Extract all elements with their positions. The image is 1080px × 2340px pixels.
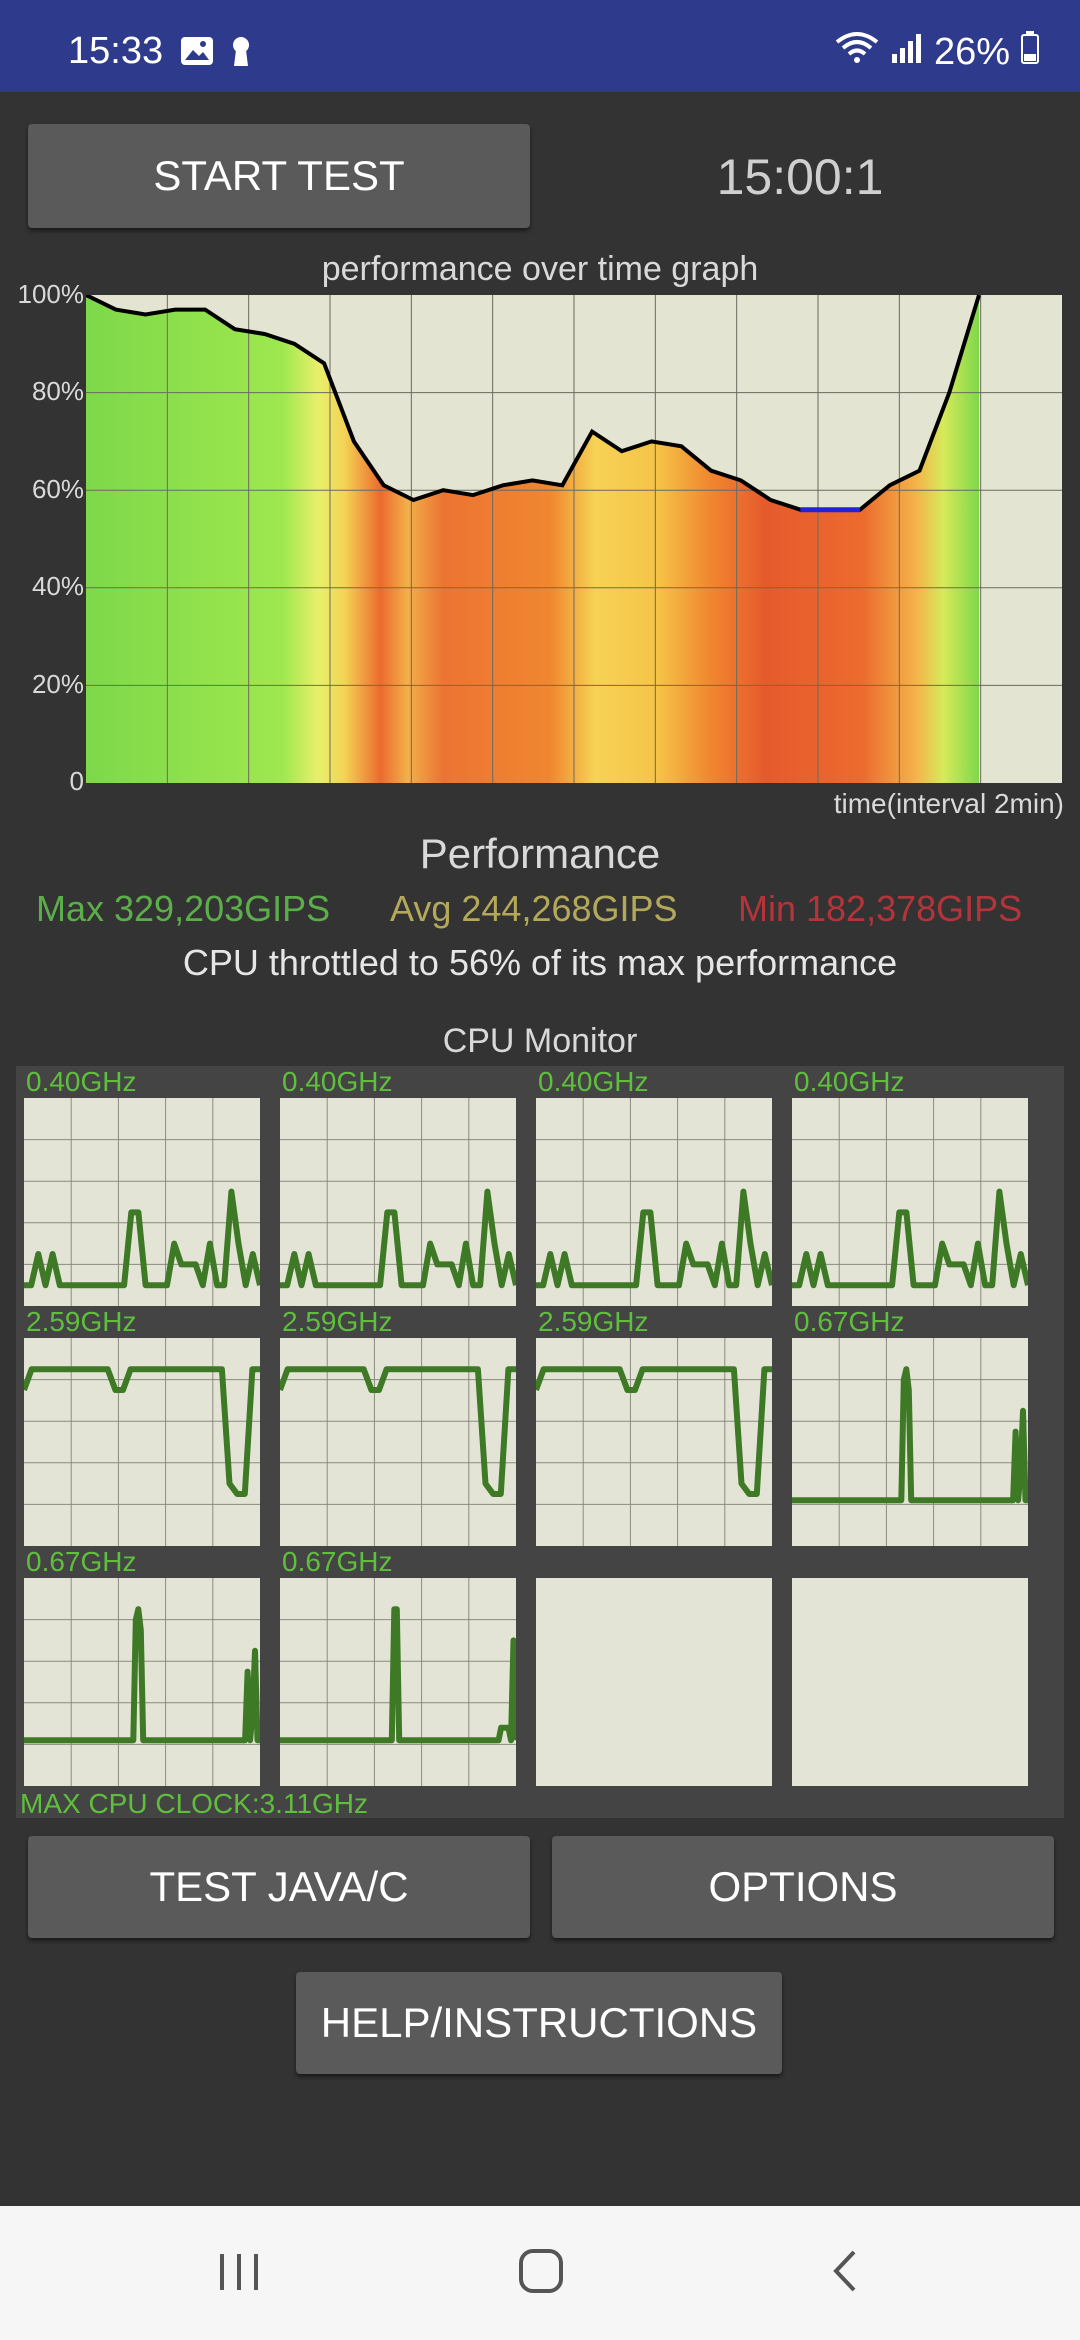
min-performance: Min 182,378GIPS: [738, 888, 1023, 929]
cpu-core-8: 0.67GHz: [792, 1306, 1028, 1546]
core-activity-line: [280, 1366, 516, 1497]
cpu-core-3: 0.40GHz: [536, 1066, 772, 1306]
cpu-core-12: [792, 1546, 1028, 1786]
y-tick-0: 0: [69, 766, 84, 796]
performance-heading: Performance: [419, 830, 661, 877]
core-activity-line: [24, 1188, 260, 1289]
cpu-core-5: 2.59GHz: [24, 1306, 260, 1546]
cpu-core-11: [536, 1546, 772, 1786]
core-frequency: 0.40GHz: [26, 1066, 137, 1097]
cpu-core-10: 0.67GHz: [280, 1546, 516, 1786]
battery-percent: 26%: [933, 30, 1010, 73]
core-activity-line: [792, 1188, 1028, 1289]
core-activity-line: [536, 1188, 772, 1289]
cpu-core-9: 0.67GHz: [24, 1546, 260, 1786]
core-frequency: 0.40GHz: [282, 1066, 393, 1097]
core-graph: [24, 1338, 260, 1546]
home-icon[interactable]: [516, 2246, 566, 2301]
help-instructions-button[interactable]: HELP/INSTRUCTIONS: [296, 1972, 782, 2074]
perf-graph-title: performance over time graph: [321, 250, 759, 288]
cpu-core-6: 2.59GHz: [280, 1306, 516, 1546]
core-frequency: 2.59GHz: [282, 1306, 393, 1337]
core-graph: [24, 1098, 260, 1306]
core-graph: [792, 1338, 1028, 1546]
core-activity-line: [280, 1606, 516, 1744]
core-frequency: 0.67GHz: [794, 1306, 905, 1337]
core-activity-line: [280, 1188, 516, 1289]
avg-performance: Avg 244,268GIPS: [390, 888, 678, 929]
x-axis-label: time(interval 2min): [833, 788, 1064, 819]
navigation-bar: [0, 2206, 1080, 2340]
max-cpu-clock: MAX CPU CLOCK:3.11GHz: [20, 1788, 369, 1819]
y-tick-80: 80%: [31, 376, 84, 406]
battery-icon: [1020, 30, 1040, 74]
core-graph: [280, 1338, 516, 1546]
core-frequency: 0.40GHz: [538, 1066, 649, 1097]
core-graph: [280, 1098, 516, 1306]
core-frequency: 0.67GHz: [26, 1546, 137, 1577]
core-graph: [536, 1578, 772, 1786]
max-performance: Max 329,203GIPS: [36, 888, 331, 929]
core-activity-line: [24, 1606, 260, 1744]
core-graph: [24, 1578, 260, 1786]
keyhole-icon: [230, 36, 252, 73]
core-frequency: 2.59GHz: [26, 1306, 137, 1337]
core-frequency: 0.67GHz: [282, 1546, 393, 1577]
cpu-monitor-panel: 0.40GHz 0.40GHz 0.40GHz 0.40GHz 2.59GHz …: [16, 1066, 1064, 1819]
core-graph: [536, 1098, 772, 1306]
back-icon[interactable]: [820, 2246, 870, 2301]
core-graph: [536, 1338, 772, 1546]
cpu-core-1: 0.40GHz: [24, 1066, 260, 1306]
core-activity-line: [792, 1366, 1028, 1504]
performance-graph: [86, 295, 1062, 783]
y-tick-60: 60%: [31, 474, 84, 504]
core-graph: [792, 1578, 1028, 1786]
status-time: 15:33: [68, 30, 164, 72]
core-graph-background: [792, 1578, 1028, 1786]
cpu-core-7: 2.59GHz: [536, 1306, 772, 1546]
core-activity-line: [536, 1366, 772, 1497]
cpu-monitor-title: CPU Monitor: [442, 1022, 638, 1060]
core-activity-line: [24, 1366, 260, 1497]
grid: [86, 295, 1062, 783]
core-frequency: 2.59GHz: [538, 1306, 649, 1337]
status-bar: 15:33 26%: [0, 0, 1080, 92]
y-tick-40: 40%: [31, 571, 84, 601]
gallery-icon: [180, 36, 214, 73]
cpu-core-4: 0.40GHz: [792, 1066, 1028, 1306]
timer-readout: 15:00:1: [716, 149, 884, 205]
test-java-c-button[interactable]: TEST JAVA/C: [28, 1836, 530, 1938]
core-frequency: 0.40GHz: [794, 1066, 905, 1097]
core-graph: [792, 1098, 1028, 1306]
heat-area: [86, 295, 979, 783]
throttle-summary: CPU throttled to 56% of its max performa…: [182, 942, 898, 983]
y-tick-100: 100%: [17, 279, 85, 309]
recent-apps-icon[interactable]: [214, 2246, 264, 2301]
signal-icon: [890, 31, 924, 74]
wifi-icon: [834, 30, 880, 74]
core-graph: [280, 1578, 516, 1786]
core-graph-background: [536, 1578, 772, 1786]
start-test-button[interactable]: START TEST: [28, 124, 530, 228]
y-tick-20: 20%: [31, 669, 84, 699]
options-button[interactable]: OPTIONS: [552, 1836, 1054, 1938]
cpu-core-2: 0.40GHz: [280, 1066, 516, 1306]
